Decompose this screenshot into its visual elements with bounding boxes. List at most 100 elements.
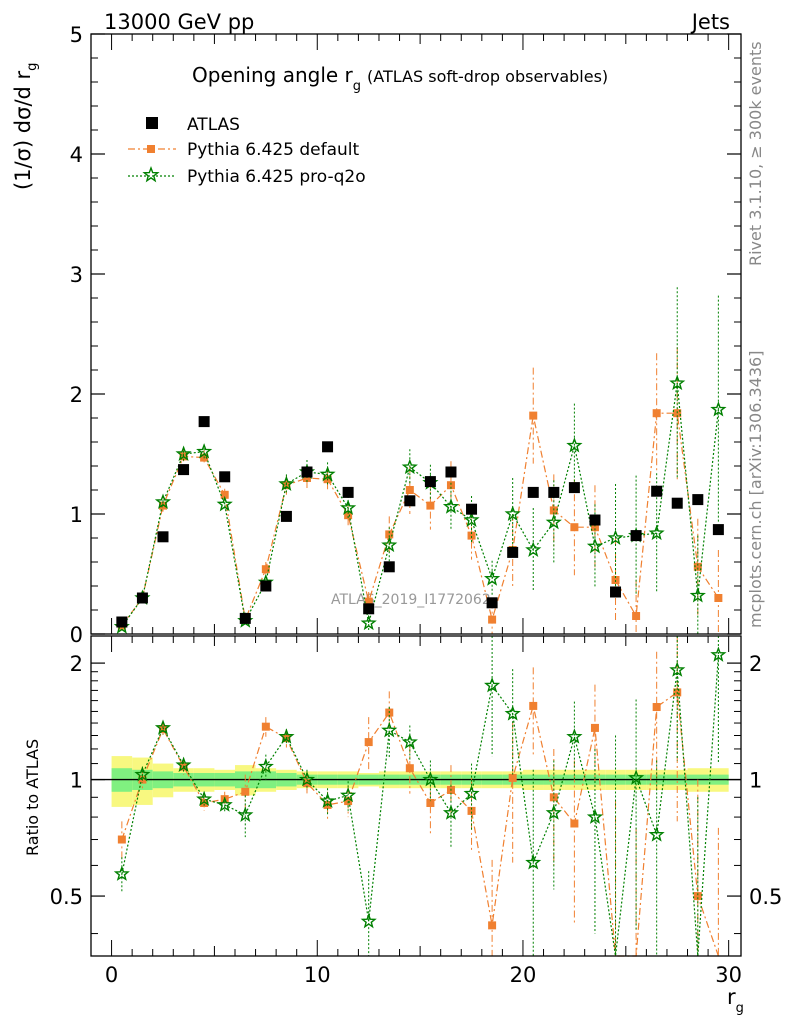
ratio-default-point xyxy=(261,722,270,731)
ratio-default-point xyxy=(117,835,126,844)
x-axis-label: rg xyxy=(727,985,744,1016)
atlas-point xyxy=(507,546,519,558)
ratio-proq2o-point xyxy=(504,705,521,721)
proq2o-point xyxy=(319,465,336,482)
default-point xyxy=(467,531,476,540)
proq2o-point xyxy=(607,529,624,545)
ratio-proq2o-point xyxy=(710,646,727,662)
atlas-point xyxy=(671,497,683,509)
main-y-tick-label: 0 xyxy=(70,623,83,647)
atlas-point xyxy=(466,503,478,515)
proq2o-point xyxy=(175,445,192,461)
main-y-tick-label: 3 xyxy=(70,263,83,287)
default-line xyxy=(121,412,719,626)
proq2o-point xyxy=(483,570,501,586)
ratio-proq2o-point xyxy=(175,756,192,773)
rivet-label: Rivet 3.1.10, ≥ 300k events xyxy=(746,41,765,266)
proq2o-line xyxy=(121,383,719,628)
header-left: 13000 GeV pp xyxy=(104,10,254,34)
proq2o-point xyxy=(648,524,665,541)
atlas-point xyxy=(136,592,148,604)
atlas-point xyxy=(198,416,210,428)
ratio-proq2o-point xyxy=(113,865,130,881)
ratio-default-point xyxy=(467,806,476,815)
atlas-point xyxy=(322,441,334,453)
proq2o-point xyxy=(196,443,213,459)
default-point xyxy=(549,506,558,515)
legend-atlas-label: ATLAS xyxy=(187,115,240,135)
atlas-point xyxy=(280,510,292,522)
main-y-tick-label: 1 xyxy=(70,503,83,527)
atlas-point xyxy=(589,514,601,526)
atlas-point xyxy=(610,586,622,598)
ratio-default-point xyxy=(426,798,435,807)
ratio-proq2o-point xyxy=(545,804,562,820)
ratio-default-point xyxy=(693,892,702,901)
proq2o-point xyxy=(339,499,357,515)
proq2o-point xyxy=(586,537,603,554)
ratio-y-tick-label: 1 xyxy=(70,769,83,793)
atlas-point xyxy=(651,485,663,497)
atlas-point xyxy=(404,495,416,507)
ratio-y-tick-label-right: 1 xyxy=(749,769,762,793)
ratio-default-point xyxy=(344,797,353,806)
default-point xyxy=(261,565,270,574)
proq2o-point xyxy=(566,437,583,453)
ratio-proq2o-line xyxy=(121,654,719,957)
ratio-proq2o-point xyxy=(525,854,542,870)
x-tick-label: 20 xyxy=(510,963,537,987)
main-y-tick-label: 5 xyxy=(70,23,83,47)
default-point xyxy=(529,411,538,420)
y-axis-label-main: (1/σ) dσ/d r xyxy=(11,70,35,190)
default-point xyxy=(590,523,599,532)
ratio-y-tick-label-right: 2 xyxy=(749,652,762,676)
main-y-tick-label: 4 xyxy=(70,143,83,167)
proq2o-point xyxy=(669,374,686,391)
ratio-default-point xyxy=(590,723,599,732)
atlas-point xyxy=(630,530,642,542)
chart-title-main: Opening angle r xyxy=(192,63,354,87)
atlas-point xyxy=(301,466,313,478)
proq2o-point xyxy=(710,401,727,417)
proq2o-point xyxy=(525,541,542,557)
atlas-point xyxy=(712,524,724,536)
ratio-y-tick-label: 2 xyxy=(70,652,83,676)
proq2o-point xyxy=(381,536,398,553)
atlas-point xyxy=(342,486,354,498)
legend-default-label: Pythia 6.425 default xyxy=(187,140,360,160)
legend-atlas-marker xyxy=(146,117,158,129)
x-axis-label-sub: g xyxy=(736,1001,744,1016)
default-point xyxy=(364,597,373,606)
atlas-point xyxy=(219,471,231,483)
legend-proq2o-marker xyxy=(142,165,160,183)
default-point xyxy=(344,511,353,520)
proq2o-point xyxy=(154,493,172,509)
atlas-point xyxy=(486,597,498,609)
default-point xyxy=(446,481,455,490)
proq2o-point xyxy=(689,587,706,603)
ratio-proq2o-point xyxy=(463,785,480,801)
default-point xyxy=(714,594,723,602)
proq2o-point xyxy=(360,614,377,631)
default-point xyxy=(385,530,394,539)
mcplots-label: mcplots.cern.ch [arXiv:1306.3436] xyxy=(746,351,765,628)
atlas-point xyxy=(383,561,395,573)
atlas-point xyxy=(178,464,190,476)
ratio-default-point xyxy=(488,921,497,930)
ratio-default-point xyxy=(241,787,250,796)
default-point xyxy=(220,490,229,499)
main-y-tick-label: 2 xyxy=(70,383,83,407)
default-point xyxy=(632,612,641,620)
ratio-default-point xyxy=(570,819,579,828)
atlas-point xyxy=(527,486,539,498)
ratio-proq2o-point xyxy=(319,792,336,808)
ratio-y-axis-label: Ratio to ATLAS xyxy=(23,739,42,856)
atlas-point xyxy=(157,531,169,543)
legend: ATLAS Pythia 6.425 default Pythia 6.425 … xyxy=(128,115,366,187)
ratio-default-point xyxy=(652,703,661,712)
legend-proq2o-label: Pythia 6.425 pro-q2o xyxy=(187,167,366,187)
ratio-default-point xyxy=(405,764,414,773)
chart-title-detail: (ATLAS soft-drop observables) xyxy=(367,67,608,86)
atlas-point xyxy=(568,482,580,494)
